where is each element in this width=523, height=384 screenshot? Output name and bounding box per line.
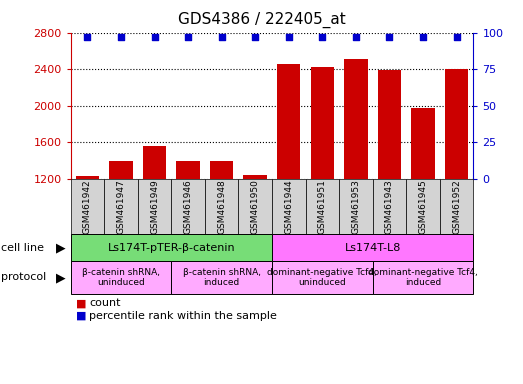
Text: ■: ■ bbox=[76, 298, 86, 308]
Text: GSM461949: GSM461949 bbox=[150, 179, 159, 234]
Text: GSM461947: GSM461947 bbox=[117, 179, 126, 234]
Bar bbox=[143, 146, 166, 288]
Text: ■: ■ bbox=[76, 311, 86, 321]
Point bbox=[218, 34, 226, 40]
Bar bbox=[109, 161, 133, 288]
Bar bbox=[445, 69, 468, 288]
Point bbox=[452, 34, 461, 40]
Text: GSM461950: GSM461950 bbox=[251, 179, 260, 234]
Point bbox=[419, 34, 427, 40]
Point bbox=[150, 34, 158, 40]
Bar bbox=[277, 64, 301, 288]
Point bbox=[351, 34, 360, 40]
Text: cell line: cell line bbox=[1, 243, 44, 253]
Bar bbox=[210, 161, 233, 288]
Text: GSM461945: GSM461945 bbox=[418, 179, 427, 234]
Text: GSM461951: GSM461951 bbox=[318, 179, 327, 234]
Bar bbox=[76, 176, 99, 288]
Text: Ls174T-L8: Ls174T-L8 bbox=[345, 243, 401, 253]
Text: GSM461942: GSM461942 bbox=[83, 179, 92, 234]
Point bbox=[318, 34, 326, 40]
Bar bbox=[344, 59, 368, 288]
Text: GSM461943: GSM461943 bbox=[385, 179, 394, 234]
Text: GSM461953: GSM461953 bbox=[351, 179, 360, 234]
Point bbox=[83, 34, 92, 40]
Text: percentile rank within the sample: percentile rank within the sample bbox=[89, 311, 277, 321]
Text: GSM461948: GSM461948 bbox=[217, 179, 226, 234]
Text: β-catenin shRNA,
induced: β-catenin shRNA, induced bbox=[183, 268, 260, 287]
Bar bbox=[411, 108, 435, 288]
Text: ▶: ▶ bbox=[56, 241, 65, 254]
Text: dominant-negative Tcf4,
uninduced: dominant-negative Tcf4, uninduced bbox=[267, 268, 377, 287]
Text: count: count bbox=[89, 298, 120, 308]
Text: GSM461952: GSM461952 bbox=[452, 179, 461, 234]
Bar bbox=[311, 67, 334, 288]
Point bbox=[184, 34, 192, 40]
Point bbox=[285, 34, 293, 40]
Text: GDS4386 / 222405_at: GDS4386 / 222405_at bbox=[178, 12, 345, 28]
Text: β-catenin shRNA,
uninduced: β-catenin shRNA, uninduced bbox=[82, 268, 160, 287]
Text: protocol: protocol bbox=[1, 272, 47, 283]
Text: ▶: ▶ bbox=[56, 271, 65, 284]
Point bbox=[117, 34, 125, 40]
Text: dominant-negative Tcf4,
induced: dominant-negative Tcf4, induced bbox=[368, 268, 478, 287]
Point bbox=[385, 34, 394, 40]
Text: GSM461946: GSM461946 bbox=[184, 179, 192, 234]
Text: GSM461944: GSM461944 bbox=[284, 179, 293, 234]
Bar bbox=[378, 70, 401, 288]
Text: Ls174T-pTER-β-catenin: Ls174T-pTER-β-catenin bbox=[107, 243, 235, 253]
Bar bbox=[176, 161, 200, 288]
Point bbox=[251, 34, 259, 40]
Bar bbox=[243, 175, 267, 288]
